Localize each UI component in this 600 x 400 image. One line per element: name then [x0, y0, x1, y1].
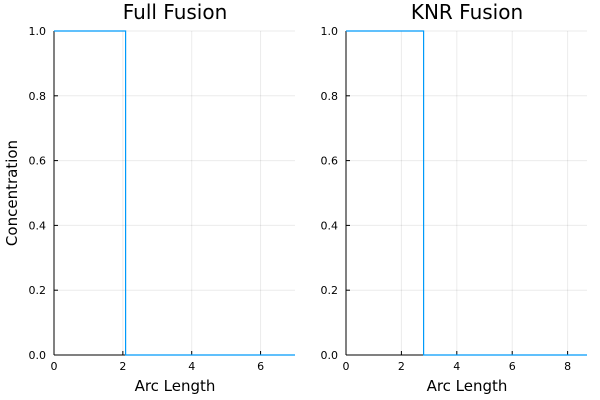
series: [346, 30, 587, 356]
series: [54, 30, 295, 356]
y-tick-label: 0.2: [29, 284, 47, 297]
y-tick-label: 0.2: [321, 284, 339, 297]
ticks: 0 2 4 6 0.0 0.2 0.4 0.6 0.8 1.0: [29, 25, 265, 373]
x-axis-label: Arc Length: [135, 377, 216, 395]
panel-knr-fusion: KNR Fusion Arc Length 0 2 4 6 80.00.20.40.60…: [321, 0, 587, 395]
x-tick-label: 4: [453, 360, 460, 373]
x-tick-label: 2: [119, 360, 126, 373]
grid: [53, 30, 295, 356]
grid: [345, 30, 587, 356]
x-tick-label: 0: [51, 360, 58, 373]
chart-title: Full Fusion: [123, 0, 228, 24]
x-axis-label: Arc Length: [427, 377, 508, 395]
x-tick-label: 2: [398, 360, 405, 373]
axes: [53, 31, 295, 356]
panel-full-fusion: Full Fusion Concentration Arc Length 0 2 4…: [3, 0, 295, 395]
series-line: [54, 30, 295, 356]
y-tick-label: 1.0: [29, 25, 47, 38]
y-tick-label: 0.4: [29, 219, 47, 232]
x-tick-label: 4: [188, 360, 195, 373]
x-tick-label: 8: [564, 360, 571, 373]
y-tick-label: 0.6: [321, 155, 339, 168]
y-axis-label: Concentration: [3, 140, 21, 246]
series-line: [346, 30, 587, 356]
x-tick-label: 6: [257, 360, 264, 373]
axes: [345, 31, 587, 356]
y-tick-label: 0.8: [321, 90, 339, 103]
y-tick-label: 0.8: [29, 90, 47, 103]
y-tick-label: 0.0: [321, 349, 339, 362]
y-tick-label: 1.0: [321, 25, 339, 38]
x-tick-label: 6: [509, 360, 516, 373]
y-tick-label: 0.6: [29, 155, 47, 168]
y-tick-label: 0.0: [29, 349, 47, 362]
chart-title: KNR Fusion: [411, 0, 523, 24]
y-tick-label: 0.4: [321, 219, 339, 232]
ticks: 0 2 4 6 8 0.0 0.2 0.4 0.6 0.8 1.0: [321, 25, 572, 373]
x-tick-label: 0: [343, 360, 350, 373]
